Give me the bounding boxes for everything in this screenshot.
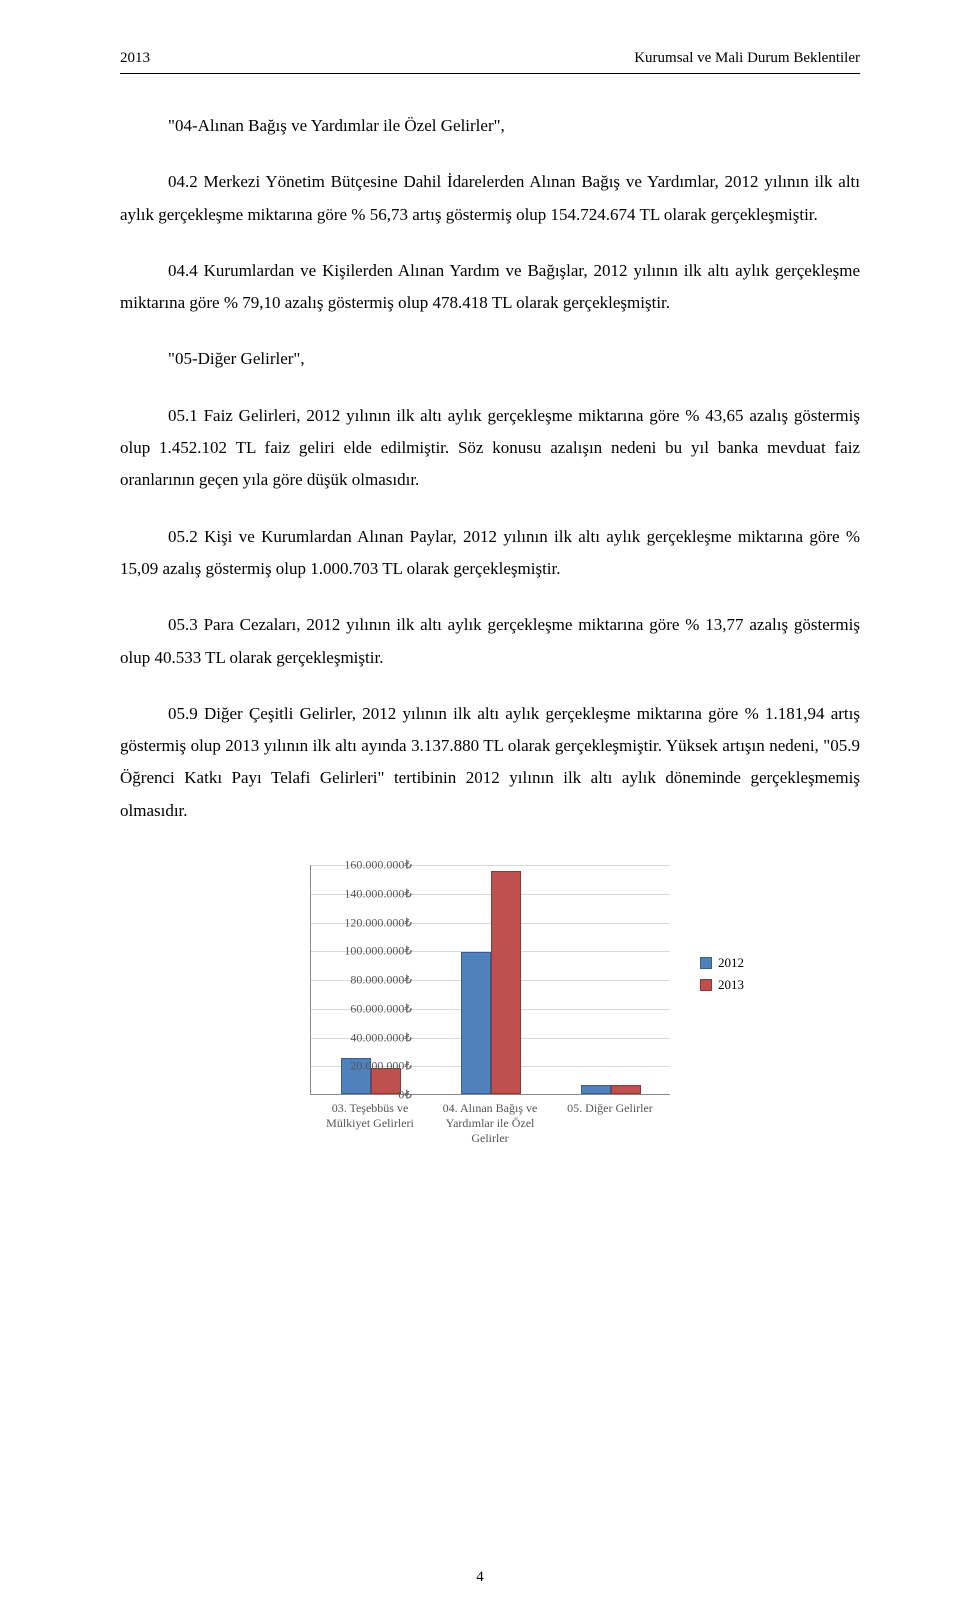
chart-y-tick-label: 60.000.000₺ bbox=[302, 1001, 412, 1016]
paragraph-05-2: 05.2 Kişi ve Kurumlardan Alınan Paylar, … bbox=[120, 521, 860, 586]
header-title: Kurumsal ve Mali Durum Beklentiler bbox=[634, 50, 860, 67]
chart-x-tick-label: 05. Diğer Gelirler bbox=[560, 1101, 660, 1116]
header-rule bbox=[120, 73, 860, 74]
chart-bar-2013 bbox=[491, 871, 521, 1094]
paragraph-04-2: 04.2 Merkezi Yönetim Bütçesine Dahil İda… bbox=[120, 166, 860, 231]
chart-y-tick-label: 40.000.000₺ bbox=[302, 1030, 412, 1045]
chart-y-tick-label: 80.000.000₺ bbox=[302, 973, 412, 988]
chart-y-tick-label: 20.000.000₺ bbox=[302, 1059, 412, 1074]
chart-bar-2012 bbox=[581, 1085, 611, 1094]
chart-x-tick-label: 03. Teşebbüs ve Mülkiyet Gelirleri bbox=[320, 1101, 420, 1131]
chart-bar-2012 bbox=[461, 952, 491, 1094]
paragraph-04-4: 04.4 Kurumlardan ve Kişilerden Alınan Ya… bbox=[120, 255, 860, 320]
legend-swatch-2012 bbox=[700, 957, 712, 969]
header-year: 2013 bbox=[120, 50, 150, 67]
chart-x-tick-label: 04. Alınan Bağış ve Yardımlar ile Özel G… bbox=[440, 1101, 540, 1146]
paragraph-04-heading: "04-Alınan Bağış ve Yardımlar ile Özel G… bbox=[120, 110, 860, 142]
paragraph-05-9: 05.9 Diğer Çeşitli Gelirler, 2012 yılını… bbox=[120, 698, 860, 827]
paragraph-05-3: 05.3 Para Cezaları, 2012 yılının ilk alt… bbox=[120, 609, 860, 674]
chart-y-tick-label: 140.000.000₺ bbox=[302, 886, 412, 901]
page-header: 2013 Kurumsal ve Mali Durum Beklentiler bbox=[120, 50, 860, 67]
page-number: 4 bbox=[0, 1569, 960, 1586]
paragraph-05-heading: "05-Diğer Gelirler", bbox=[120, 343, 860, 375]
legend-label-2013: 2013 bbox=[718, 977, 744, 993]
revenue-bar-chart: 2012 2013 0₺20.000.000₺40.000.000₺60.000… bbox=[200, 855, 780, 1175]
chart-y-tick-label: 120.000.000₺ bbox=[302, 915, 412, 930]
legend-swatch-2013 bbox=[700, 979, 712, 991]
paragraph-05-1: 05.1 Faiz Gelirleri, 2012 yılının ilk al… bbox=[120, 400, 860, 497]
chart-legend: 2012 2013 bbox=[700, 955, 780, 999]
chart-bar-2013 bbox=[611, 1085, 641, 1094]
chart-y-tick-label: 100.000.000₺ bbox=[302, 944, 412, 959]
legend-label-2012: 2012 bbox=[718, 955, 744, 971]
chart-y-tick-label: 160.000.000₺ bbox=[302, 858, 412, 873]
legend-item-2013: 2013 bbox=[700, 977, 780, 993]
legend-item-2012: 2012 bbox=[700, 955, 780, 971]
